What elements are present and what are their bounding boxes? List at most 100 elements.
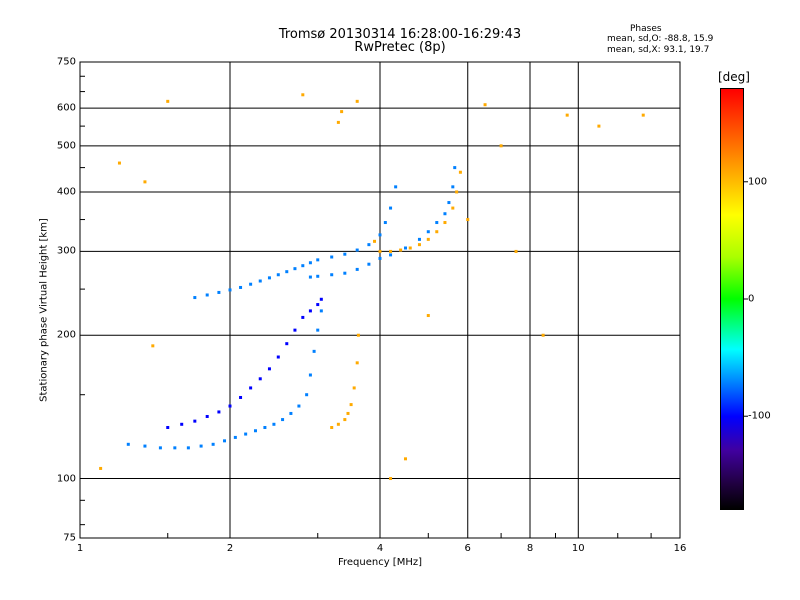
echo-point-s0-8 [233, 435, 237, 439]
echo-point-s6-15 [641, 113, 645, 117]
echo-point-s6-2 [143, 180, 147, 184]
echo-point-s0-1 [143, 444, 147, 448]
echo-point-s2-0 [330, 425, 334, 429]
echo-point-s1-1 [180, 422, 184, 426]
echo-point-s4-13 [447, 201, 451, 205]
y-tick-label-7: 750 [56, 56, 76, 68]
colorbar-tick-0: 0 [748, 293, 755, 305]
echo-point-s0-9 [244, 432, 248, 436]
echo-point-s3-14 [330, 255, 334, 259]
echo-point-s4-8 [403, 246, 407, 250]
echo-point-s2-6 [355, 361, 359, 365]
x-tick-label-3: 6 [464, 543, 471, 554]
echo-point-s5-4 [408, 246, 412, 250]
echo-point-s2-1 [336, 422, 340, 426]
echo-point-s0-17 [308, 373, 312, 377]
echo-point-s6-1 [117, 161, 121, 165]
echo-point-s6-10 [499, 144, 503, 148]
echo-point-s1-4 [217, 410, 221, 414]
echo-point-s1-11 [285, 342, 289, 346]
phase-stats-o: mean, sd,O: -88.8, 15.9 [607, 34, 714, 44]
echo-point-s3-5 [249, 282, 253, 286]
echo-point-s6-4 [301, 93, 305, 97]
echo-point-s1-8 [258, 377, 262, 381]
chart-title-line1: Tromsø 20130314 16:28:00-16:29:43 [278, 27, 522, 42]
echo-point-s0-11 [263, 425, 267, 429]
echo-point-s0-14 [289, 411, 293, 415]
echo-point-s1-7 [249, 386, 253, 390]
x-tick-label-4: 8 [526, 543, 534, 554]
x-tick-label-1: 2 [226, 543, 234, 554]
echo-point-s6-18 [340, 110, 344, 114]
echo-point-s6-11 [514, 249, 518, 253]
echo-point-s4-15 [453, 166, 457, 170]
echo-point-s3-4 [239, 285, 243, 289]
echo-point-s0-10 [253, 429, 257, 433]
echo-point-s2-4 [349, 403, 353, 407]
echo-point-s3-7 [267, 276, 271, 280]
echo-point-s6-9 [483, 103, 487, 107]
echo-point-s6-19 [389, 477, 393, 481]
x-tick-label-0: 1 [76, 543, 84, 554]
echo-point-s4-12 [443, 212, 447, 216]
colorbar-tick-minus100: -100 [748, 410, 771, 422]
echo-point-s4-14 [451, 185, 455, 189]
echo-point-s1-10 [276, 355, 280, 359]
echo-point-s6-7 [426, 314, 430, 318]
echo-point-s5-8 [443, 221, 447, 225]
echo-point-s3-17 [367, 243, 371, 247]
echo-point-s1-14 [308, 309, 312, 313]
echo-point-s4-3 [343, 271, 347, 275]
echo-point-s5-9 [451, 206, 455, 210]
echo-point-s4-10 [426, 230, 430, 234]
echo-point-s4-6 [378, 256, 382, 260]
echo-point-s3-1 [205, 293, 209, 297]
echo-point-s1-6 [239, 395, 243, 399]
x-tick-label-6: 16 [673, 543, 687, 554]
echo-point-s0-3 [173, 446, 177, 450]
echo-point-s0-0 [126, 442, 130, 446]
echo-point-s4-9 [417, 237, 421, 241]
echo-point-s3-19 [383, 221, 387, 225]
echo-point-s1-15 [316, 303, 320, 307]
echo-point-s4-0 [308, 275, 312, 279]
y-tick-label-6: 600 [56, 102, 76, 114]
echo-point-s1-13 [301, 315, 305, 319]
echo-point-s3-8 [276, 273, 280, 277]
echo-point-s5-5 [417, 243, 421, 247]
x-tick-label-5: 10 [571, 543, 585, 554]
y-tick-label-2: 200 [56, 329, 76, 341]
echo-point-s6-0 [99, 466, 103, 470]
echo-point-s1-12 [293, 328, 297, 332]
echo-point-s2-2 [343, 418, 347, 422]
echo-point-s1-5 [228, 404, 232, 408]
echo-point-s1-16 [319, 297, 323, 301]
phase-stats-title: Phases [630, 24, 662, 34]
echo-point-s6-8 [466, 218, 470, 222]
echo-point-s1-0 [166, 425, 170, 429]
echo-point-s0-12 [272, 422, 276, 426]
echo-point-s3-15 [343, 252, 347, 256]
echo-point-s0-7 [223, 439, 227, 443]
echo-point-s3-0 [193, 296, 197, 300]
echo-point-s5-3 [399, 248, 403, 252]
echo-point-s0-4 [186, 446, 190, 450]
echo-point-s0-2 [158, 446, 162, 450]
echo-point-s3-18 [378, 233, 382, 237]
echo-point-s4-11 [435, 221, 439, 225]
echo-point-s5-0 [373, 239, 377, 243]
echo-point-s5-7 [435, 230, 439, 234]
echo-point-s0-20 [319, 309, 323, 313]
colorbar-title: [deg] [718, 70, 750, 84]
y-tick-label-4: 400 [56, 186, 76, 198]
echo-point-s2-7 [356, 333, 360, 337]
echo-point-s4-7 [389, 253, 393, 257]
echo-point-s5-11 [458, 170, 462, 174]
echo-point-s0-15 [297, 404, 301, 408]
y-tick-label-1: 100 [56, 473, 76, 485]
echo-point-s3-2 [217, 290, 221, 294]
echo-point-s2-5 [352, 386, 356, 390]
echo-point-s3-10 [293, 267, 297, 271]
chart-title-line2: RwPretec (8p) [354, 40, 446, 55]
